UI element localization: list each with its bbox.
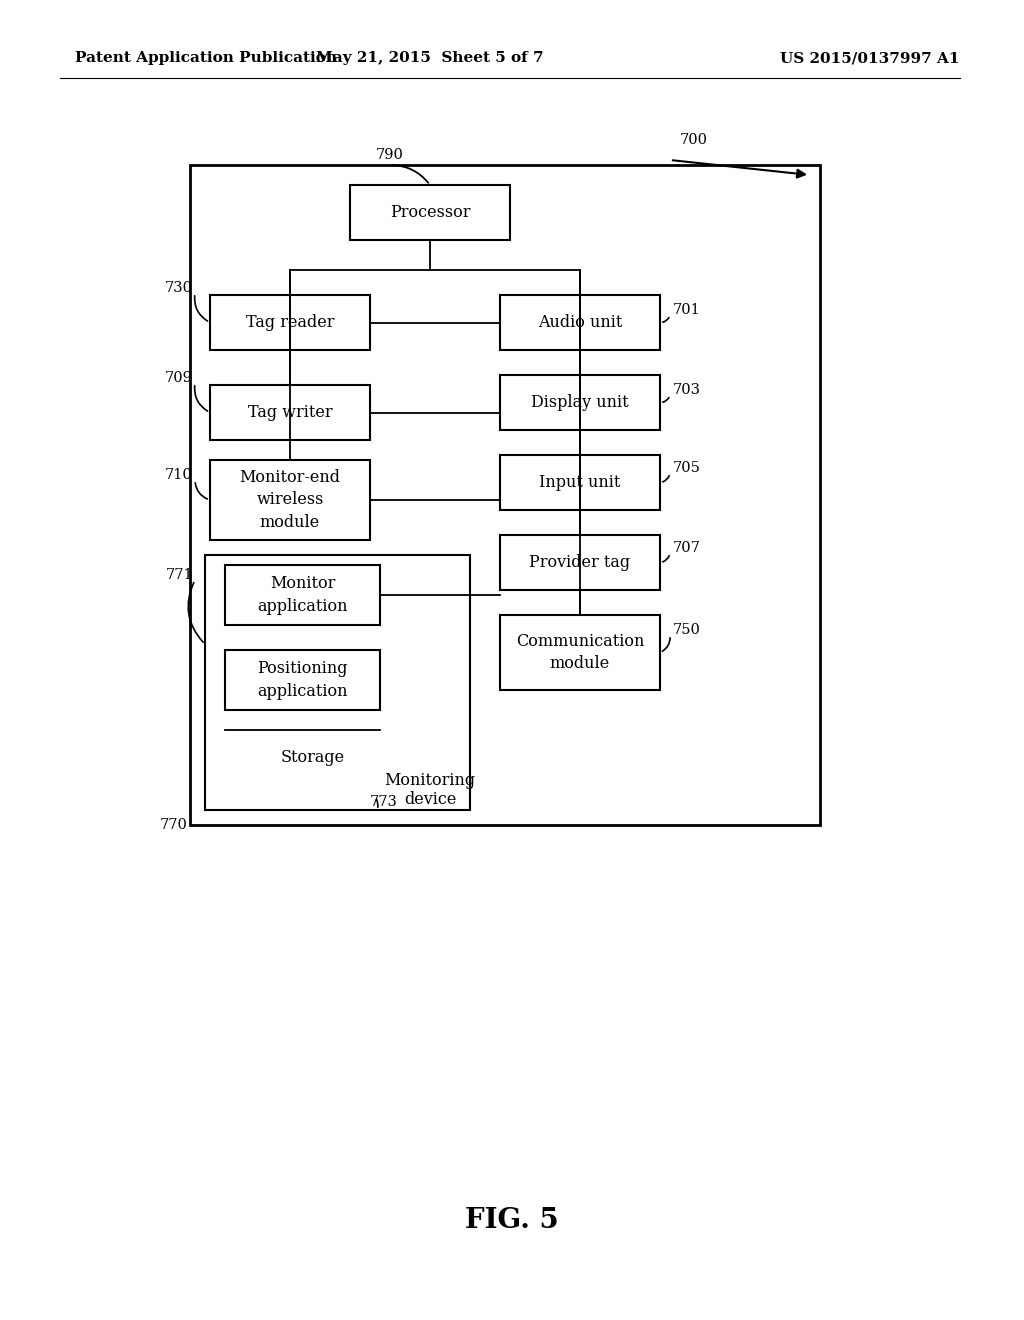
Text: 707: 707 xyxy=(673,541,700,554)
Text: 790: 790 xyxy=(376,148,403,162)
Text: Patent Application Publication: Patent Application Publication xyxy=(75,51,337,65)
Text: FIG. 5: FIG. 5 xyxy=(465,1206,559,1233)
Bar xyxy=(190,165,820,825)
Text: Monitor
application: Monitor application xyxy=(257,576,348,615)
Bar xyxy=(225,565,380,624)
Text: 705: 705 xyxy=(673,461,700,475)
Text: Tag writer: Tag writer xyxy=(248,404,333,421)
Bar xyxy=(500,455,660,510)
Text: 750: 750 xyxy=(673,623,700,638)
Bar xyxy=(350,185,510,240)
Text: Display unit: Display unit xyxy=(531,393,629,411)
Text: Storage: Storage xyxy=(281,748,345,766)
Text: 771: 771 xyxy=(165,568,193,582)
Bar xyxy=(210,385,370,440)
Bar xyxy=(500,375,660,430)
Text: Processor: Processor xyxy=(390,205,470,220)
Bar xyxy=(210,294,370,350)
Bar xyxy=(500,535,660,590)
Text: 730: 730 xyxy=(165,281,193,294)
Bar xyxy=(500,294,660,350)
Text: Audio unit: Audio unit xyxy=(538,314,623,331)
Text: Input unit: Input unit xyxy=(540,474,621,491)
Text: 701: 701 xyxy=(673,304,700,317)
Bar xyxy=(210,459,370,540)
Text: Monitoring
device: Monitoring device xyxy=(384,772,475,808)
Text: Positioning
application: Positioning application xyxy=(257,660,348,700)
Text: 709: 709 xyxy=(165,371,193,385)
Text: May 21, 2015  Sheet 5 of 7: May 21, 2015 Sheet 5 of 7 xyxy=(316,51,544,65)
Bar xyxy=(205,554,470,810)
Text: 710: 710 xyxy=(165,469,193,482)
Text: 703: 703 xyxy=(673,383,701,397)
Text: US 2015/0137997 A1: US 2015/0137997 A1 xyxy=(780,51,959,65)
Bar xyxy=(225,649,380,710)
Text: 773: 773 xyxy=(370,795,398,809)
Text: Provider tag: Provider tag xyxy=(529,554,631,572)
Text: Communication
module: Communication module xyxy=(516,632,644,672)
Text: 770: 770 xyxy=(160,818,188,832)
Text: 700: 700 xyxy=(680,133,708,147)
Text: Monitor-end
wireless
module: Monitor-end wireless module xyxy=(240,470,341,531)
Text: Tag reader: Tag reader xyxy=(246,314,334,331)
Bar xyxy=(500,615,660,690)
